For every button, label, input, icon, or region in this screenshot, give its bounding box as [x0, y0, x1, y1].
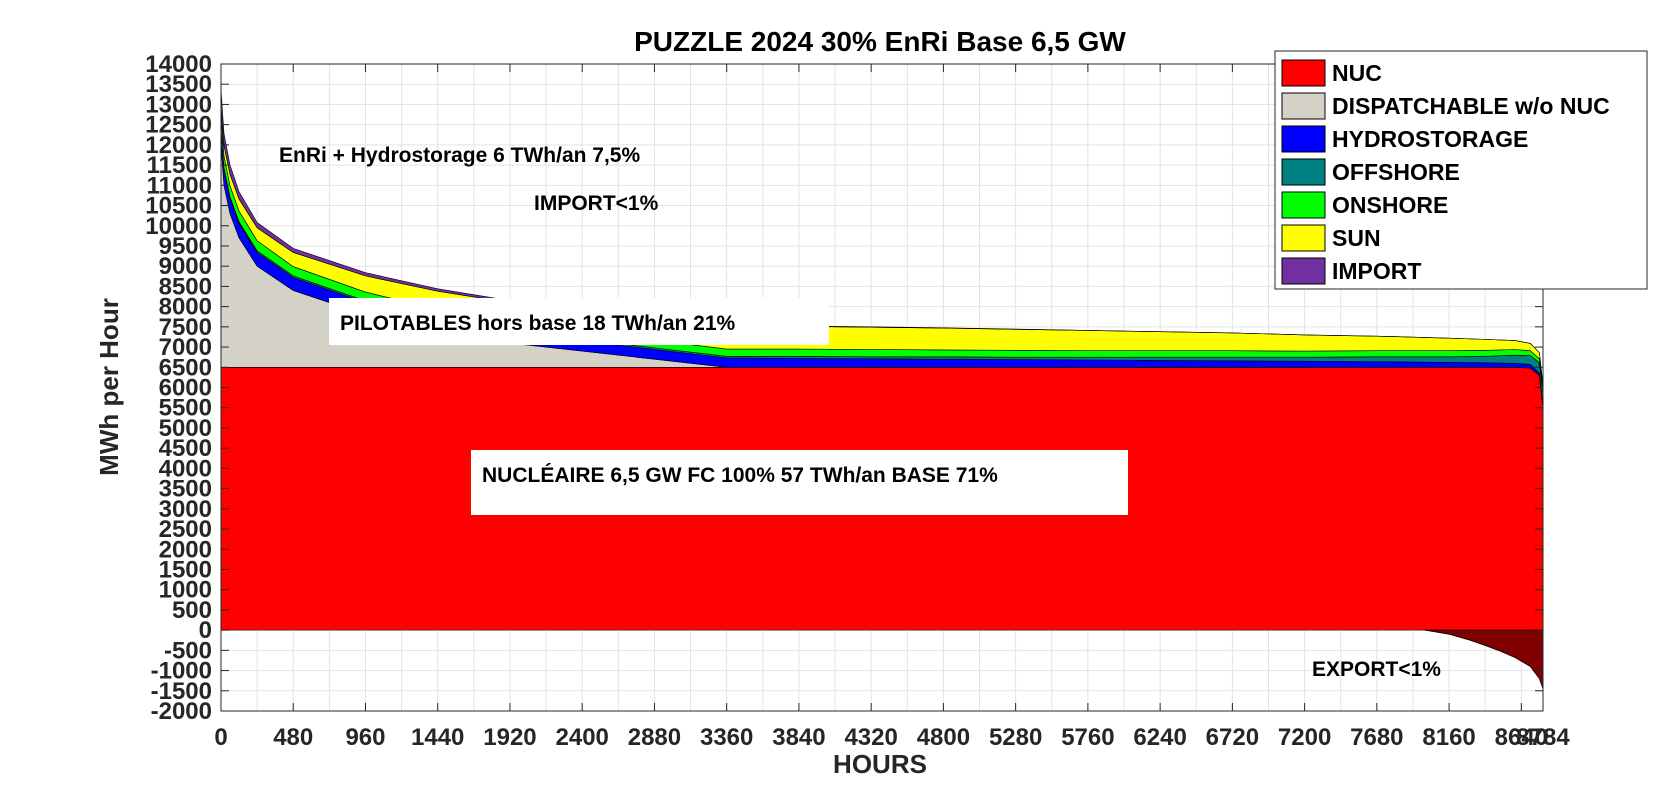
y-tick-label-31: -1500 [151, 678, 212, 705]
y-tick-label-32: -2000 [151, 698, 212, 725]
legend-label-6: IMPORT [1332, 258, 1421, 284]
x-tick-label-13: 6240 [1133, 724, 1186, 751]
x-tick-label-12: 5760 [1061, 724, 1114, 751]
y-tick-label-1: 13500 [145, 71, 212, 98]
y-tick-label-8: 10000 [145, 213, 212, 240]
legend-swatch-6 [1281, 257, 1326, 285]
y-tick-label-13: 7500 [159, 314, 212, 341]
x-tick-label-4: 1920 [483, 724, 536, 751]
x-tick-label-8: 3840 [772, 724, 825, 751]
x-tick-label-16: 7680 [1350, 724, 1403, 751]
x-axis-ticks: 0 480 960 1440 1920 2400 2880 3360 3840 4320 4800 5… [214, 64, 1570, 751]
x-tick-label-2: 960 [345, 724, 385, 751]
y-tick-label-0: 14000 [145, 51, 212, 78]
legend-swatch-1 [1281, 92, 1326, 120]
annotation-pilotables-box [329, 298, 829, 345]
legend: NUC DISPATCHABLE w/o NUC HYDROSTORAGE OFFSH… [1274, 50, 1648, 290]
y-tick-label-3: 12500 [145, 112, 212, 139]
y-tick-label-21: 3500 [159, 476, 212, 503]
legend-swatch-3 [1281, 158, 1326, 186]
y-tick-label-14: 7000 [159, 334, 212, 361]
x-tick-label-19: 8784 [1516, 724, 1570, 751]
legend-label-3: OFFSHORE [1332, 159, 1460, 185]
annotations: EnRi + Hydrostorage 6 TWh/an 7,5% IMPORT… [279, 144, 1441, 681]
legend-label-0: NUC [1332, 60, 1382, 86]
chart-title: PUZZLE 2024 30% EnRi Base 6,5 GW [634, 26, 1126, 57]
x-tick-label-18: 8640 [1495, 724, 1548, 751]
annotation-enri: EnRi + Hydrostorage 6 TWh/an 7,5% [279, 144, 640, 167]
x-tick-label-9: 4320 [844, 724, 897, 751]
y-tick-label-17: 5500 [159, 395, 212, 422]
y-tick-label-24: 2000 [159, 536, 212, 563]
legend-swatch-5 [1281, 224, 1326, 252]
x-tick-label-17: 8160 [1422, 724, 1475, 751]
y-axis-ticks: 1400013500130001250012000115001100010500… [145, 51, 1543, 725]
annotation-pilotables: PILOTABLES hors base 18 TWh/an 21% [340, 312, 736, 335]
y-tick-label-18: 5000 [159, 415, 212, 442]
x-tick-label-1: 480 [273, 724, 313, 751]
y-tick-label-12: 8000 [159, 294, 212, 321]
x-tick-label-10: 4800 [917, 724, 970, 751]
legend-label-4: ONSHORE [1332, 192, 1448, 218]
y-tick-label-11: 8500 [159, 273, 212, 300]
annotation-export: EXPORT<1% [1312, 658, 1441, 681]
y-tick-label-19: 4500 [159, 435, 212, 462]
y-tick-label-27: 500 [172, 597, 212, 624]
legend-label-2: HYDROSTORAGE [1332, 126, 1528, 152]
legend-swatch-2 [1281, 125, 1326, 153]
x-axis-title: HOURS [833, 749, 927, 779]
x-tick-label-15: 7200 [1278, 724, 1331, 751]
y-tick-label-28: 0 [199, 617, 212, 644]
x-tick-label-3: 1440 [411, 724, 464, 751]
y-tick-label-16: 6000 [159, 375, 212, 402]
x-tick-label-6: 2880 [628, 724, 681, 751]
x-tick-label-11: 5280 [989, 724, 1042, 751]
y-axis-title: MWh per Hour [94, 298, 124, 476]
legend-swatch-0 [1281, 59, 1326, 87]
y-tick-label-22: 3000 [159, 496, 212, 523]
y-tick-label-10: 9000 [159, 253, 212, 280]
annotation-nucleaire: NUCLÉAIRE 6,5 GW FC 100% 57 TWh/an BASE … [482, 464, 998, 487]
y-tick-label-2: 13000 [145, 91, 212, 118]
legend-label-1: DISPATCHABLE w/o NUC [1332, 93, 1610, 119]
y-tick-label-29: -500 [164, 637, 212, 664]
annotation-nucleaire-box [471, 450, 1128, 515]
y-tick-label-5: 11500 [147, 152, 212, 179]
y-tick-label-30: -1000 [151, 658, 212, 685]
x-tick-label-7: 3360 [700, 724, 753, 751]
y-tick-label-7: 10500 [145, 193, 212, 220]
y-tick-label-26: 1000 [159, 577, 212, 604]
y-tick-label-15: 6500 [159, 354, 212, 381]
legend-label-5: SUN [1332, 225, 1381, 251]
y-tick-label-20: 4000 [159, 455, 212, 482]
y-tick-label-6: 11000 [147, 172, 212, 199]
x-tick-label-0: 0 [214, 724, 227, 751]
y-tick-label-4: 12000 [145, 132, 212, 159]
annotation-import: IMPORT<1% [534, 192, 659, 215]
y-tick-label-9: 9500 [159, 233, 212, 260]
y-tick-label-23: 2500 [159, 516, 212, 543]
legend-box [1274, 50, 1648, 290]
x-tick-label-14: 6720 [1206, 724, 1259, 751]
x-tick-label-5: 2400 [556, 724, 609, 751]
y-tick-label-25: 1500 [159, 556, 212, 583]
legend-swatch-4 [1281, 191, 1326, 219]
